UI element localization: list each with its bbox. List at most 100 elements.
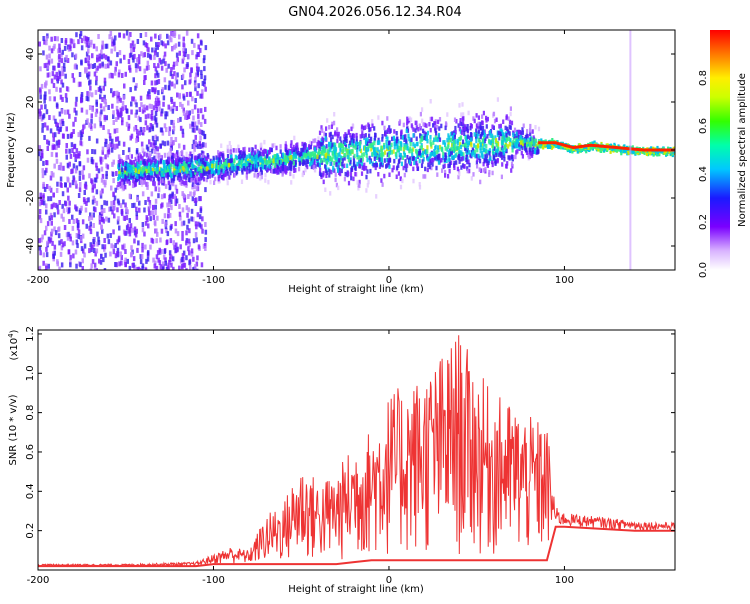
- spectrogram-cell: [193, 155, 196, 161]
- spectrogram-cell: [626, 152, 629, 156]
- spectrogram-cell: [190, 177, 193, 183]
- spectrogram-cell: [203, 177, 206, 182]
- spectrogram-cell: [99, 259, 103, 265]
- spectrogram-cell: [98, 116, 102, 122]
- spectrogram-cell: [146, 182, 149, 187]
- spectrogram-cell: [497, 141, 500, 147]
- spectrogram-cell: [206, 153, 209, 158]
- spectrogram-cell: [73, 107, 76, 113]
- spectrogram-cell: [44, 104, 47, 110]
- spectrogram-cell: [124, 184, 127, 190]
- spectrogram-cell: [520, 131, 523, 136]
- spectrogram-cell: [235, 148, 238, 153]
- spectrogram-cell: [206, 169, 209, 175]
- spectrogram-cell: [156, 250, 160, 256]
- spectrogram-cell: [183, 67, 186, 73]
- spectrogram-cell: [74, 204, 77, 210]
- spectrogram-cell: [199, 144, 202, 149]
- spectrogram-cell: [159, 33, 162, 39]
- spectrogram-cell: [103, 268, 107, 270]
- spectrogram-cell: [352, 138, 355, 143]
- spectrogram-cell: [93, 267, 97, 270]
- snr-y-tick-label: 0.2: [25, 523, 36, 539]
- spectrogram-cell: [242, 166, 246, 171]
- spectrogram-cell: [59, 119, 62, 125]
- spectrogram-cell: [194, 82, 197, 88]
- spectrogram-cell: [56, 259, 59, 265]
- spectrogram-cell: [177, 166, 180, 172]
- spectrogram-cell: [115, 262, 118, 268]
- spectrogram-cell: [192, 178, 195, 183]
- spectrogram-cell: [111, 143, 114, 149]
- spectrogram-cell: [208, 163, 211, 168]
- spectrogram-cell: [352, 159, 356, 165]
- spectrogram-cell: [155, 107, 158, 112]
- spectrogram-cell: [60, 262, 64, 268]
- spectrogram-cell: [182, 257, 185, 263]
- spectrogram-cell: [395, 154, 398, 160]
- spectrogram-cell: [129, 32, 132, 37]
- spectrogram-cell: [526, 129, 529, 134]
- spectrogram-cell: [479, 126, 482, 131]
- spectrogram-cell: [40, 149, 44, 155]
- spectrogram-cell: [365, 147, 368, 152]
- spectrogram-cell: [92, 195, 95, 201]
- spectrogram-cell: [491, 124, 494, 129]
- spectrogram-cell: [144, 244, 147, 250]
- spectrogram-cell: [477, 115, 480, 120]
- spectrogram-cell: [135, 57, 139, 63]
- spectrogram-cell: [296, 150, 299, 155]
- spectrogram-cell: [529, 141, 532, 146]
- spectrogram-cell: [329, 131, 332, 137]
- spectrogram-cell: [352, 144, 355, 149]
- spectrogram-cell: [45, 40, 48, 46]
- spectrogram-cell: [191, 175, 194, 180]
- spectrogram-cell: [195, 186, 199, 192]
- spectrogram-cell: [144, 42, 147, 48]
- snr-y-tick-label: 1.2: [25, 326, 36, 342]
- spectrogram-cell: [112, 192, 115, 198]
- spectrogram-cell: [259, 176, 262, 181]
- spectrogram-cell: [252, 154, 256, 160]
- spectrogram-cell: [111, 209, 114, 215]
- spectrogram-cell: [429, 116, 432, 122]
- spectrogram-cell: [461, 102, 464, 107]
- spectrogram-cell: [380, 157, 383, 162]
- spectrogram-cell: [146, 165, 149, 170]
- spectrogram-cell: [435, 165, 438, 171]
- spectrogram-cell: [105, 200, 109, 206]
- spectrogram-cell: [101, 156, 104, 162]
- spectrogram-cell: [103, 114, 106, 120]
- spectrogram-cell: [332, 154, 335, 159]
- spectrogram-cell: [79, 140, 82, 146]
- spectrogram-cell: [156, 152, 159, 158]
- spectrogram-cell: [112, 249, 116, 255]
- spectrogram-cell: [84, 68, 87, 74]
- snr-x-tick-label: 0: [386, 575, 392, 586]
- spectrogram-cell: [182, 36, 185, 42]
- spectrogram-cell: [175, 188, 179, 194]
- spectrogram-cell: [131, 96, 134, 102]
- colorbar-tick-label: 0.4: [698, 166, 709, 182]
- spectrogram-cell: [436, 145, 440, 150]
- spectrogram-cell: [188, 241, 191, 247]
- spectrogram-cell: [118, 173, 121, 179]
- spectrogram-cell: [130, 167, 133, 172]
- spectrogram-cell: [510, 120, 514, 126]
- spectrogram-cell: [92, 239, 95, 244]
- spectrogram-cell: [393, 141, 396, 146]
- spectrogram-cell: [228, 175, 231, 180]
- spectrogram-cell: [619, 150, 623, 154]
- spectrogram-cell: [512, 132, 515, 137]
- spectrogram-cell: [336, 127, 339, 132]
- spectrogram-cell: [178, 211, 182, 217]
- spectrogram-cell: [157, 97, 160, 103]
- spectrogram-cell: [510, 168, 513, 173]
- spectrogram-cell: [132, 174, 135, 179]
- spectrogram-cell: [304, 148, 307, 154]
- spectrogram-cell: [158, 57, 161, 63]
- spectrogram-cell: [174, 153, 177, 159]
- spectrogram-cell: [55, 102, 59, 108]
- spectrogram-cell: [133, 43, 136, 49]
